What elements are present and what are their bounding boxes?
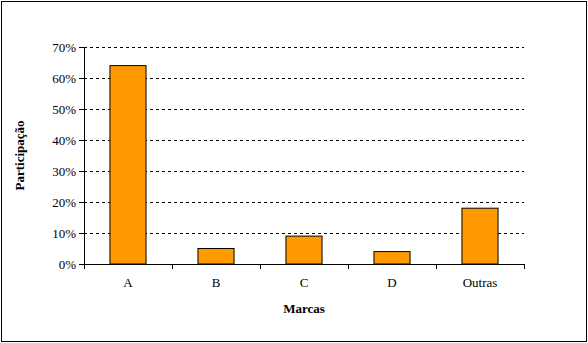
bar [110, 66, 146, 264]
x-tick [524, 264, 525, 269]
y-tick [79, 78, 84, 79]
x-axis-title: Marcas [283, 301, 325, 316]
x-axis-line [84, 264, 524, 265]
bar [374, 252, 410, 264]
chart-container: 0% 10% 20% 30% 40% 50% 60% 70% A B C D Outras Marcas P… [0, 0, 588, 343]
chart-svg: 0% 10% 20% 30% 40% 50% 60% 70% A B C D Outras Marcas P… [0, 0, 588, 343]
bar [286, 236, 322, 264]
grid-line [84, 171, 524, 172]
y-tick-label: 30% [52, 164, 76, 179]
y-tick [79, 109, 84, 110]
x-tick [84, 264, 85, 269]
y-tick [79, 202, 84, 203]
bar [462, 208, 498, 264]
x-tick-label: C [300, 275, 309, 290]
y-tick [79, 140, 84, 141]
grid-line [84, 109, 524, 110]
y-tick-label: 60% [52, 71, 76, 86]
x-tick-label: D [387, 275, 396, 290]
bar [198, 249, 234, 265]
y-tick-label: 70% [52, 40, 76, 55]
y-tick [79, 233, 84, 234]
grid-line [84, 202, 524, 203]
bars [110, 66, 498, 264]
y-tick-label: 20% [52, 195, 76, 210]
grid-line [84, 47, 524, 48]
grid [84, 48, 524, 234]
x-tick [436, 264, 437, 269]
y-tick-label: 0% [59, 257, 77, 272]
x-tick-label: B [212, 275, 221, 290]
y-tick-label: 40% [52, 133, 76, 148]
y-tick [79, 47, 84, 48]
y-tick [79, 171, 84, 172]
grid-line [84, 78, 524, 79]
x-tick [260, 264, 261, 269]
x-tick [172, 264, 173, 269]
x-axis: A B C D Outras [85, 264, 525, 290]
y-axis-line [84, 47, 85, 264]
y-axis-title: Participação [12, 120, 27, 190]
x-tick [348, 264, 349, 269]
chart-border [2, 2, 587, 342]
x-tick-label: Outras [463, 275, 498, 290]
grid-line [84, 140, 524, 141]
y-tick-label: 10% [52, 226, 76, 241]
y-axis: 0% 10% 20% 30% 40% 50% 60% 70% [52, 40, 84, 272]
y-tick [79, 264, 84, 265]
y-tick-label: 50% [52, 102, 76, 117]
x-tick-label: A [123, 275, 133, 290]
grid-line [84, 233, 524, 234]
